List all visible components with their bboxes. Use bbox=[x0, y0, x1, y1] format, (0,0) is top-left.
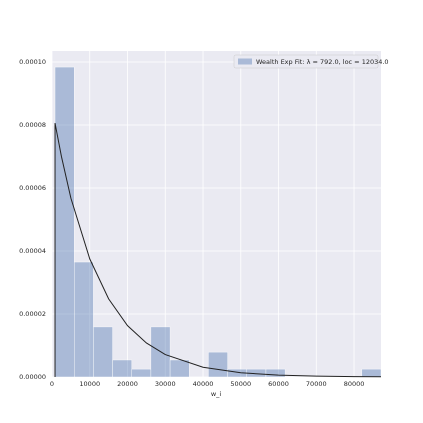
y-tick-label: 0.00010 bbox=[19, 58, 46, 66]
grid bbox=[51, 51, 381, 378]
y-tick-label: 0.00006 bbox=[19, 184, 46, 192]
marks bbox=[54, 66, 382, 378]
y-tick-label: 0.00004 bbox=[19, 247, 46, 255]
bar bbox=[208, 351, 228, 378]
labels: 0.00000 0.00002 0.00004 0.00006 0.00008 0.000… bbox=[19, 54, 389, 388]
bar bbox=[265, 368, 286, 378]
bar bbox=[112, 359, 132, 378]
bar bbox=[361, 368, 382, 378]
x-tick-label: 0 bbox=[50, 380, 54, 388]
x-tick-label: 10000 bbox=[79, 380, 100, 388]
x-tick-label: 40000 bbox=[193, 380, 214, 388]
legend-box bbox=[233, 54, 379, 69]
bar bbox=[169, 359, 190, 378]
y-tick-label: 0.00008 bbox=[19, 121, 46, 129]
y-tick-label: 0.00000 bbox=[19, 373, 46, 381]
fit-line bbox=[54, 123, 382, 378]
x-tick-label: 60000 bbox=[268, 380, 289, 388]
y-tick-label: 0.00002 bbox=[19, 310, 46, 318]
plot-area bbox=[52, 51, 381, 377]
x-axis-label: w_i bbox=[211, 390, 222, 398]
x-tick-label: 70000 bbox=[306, 380, 327, 388]
x-tick-label: 30000 bbox=[155, 380, 176, 388]
x-tick-label: 80000 bbox=[344, 380, 365, 388]
bar bbox=[131, 368, 152, 378]
legend-label: Wealth Exp Fit: λ = 792.0, loc = 12034.0 bbox=[256, 58, 389, 66]
bar bbox=[54, 66, 75, 378]
legend-swatch bbox=[238, 58, 252, 65]
x-tick-label: 50000 bbox=[230, 380, 251, 388]
bar bbox=[93, 326, 113, 378]
bar bbox=[73, 261, 94, 378]
x-tick-label: 20000 bbox=[117, 380, 138, 388]
